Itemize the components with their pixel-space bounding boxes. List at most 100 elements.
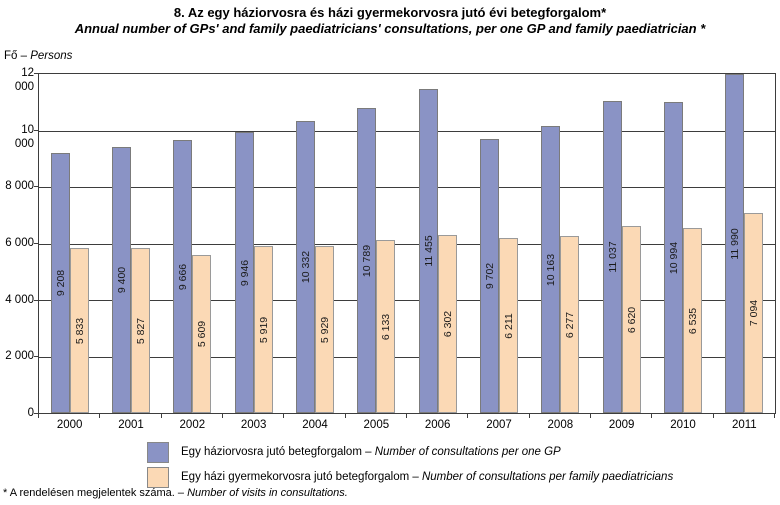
x-axis-year-label: 2003 xyxy=(240,419,267,431)
bar-consultations-per-gp: 9 208 xyxy=(51,153,70,413)
legend-swatch-paediatrician xyxy=(147,467,169,488)
y-axis-tick-mark xyxy=(34,356,38,357)
bar-value-label: 6 302 xyxy=(441,310,454,338)
y-axis-unit-prefix: Fő – xyxy=(4,50,31,62)
y-axis-tick-label: 8 000 xyxy=(5,180,34,192)
x-axis-year-label: 2002 xyxy=(179,419,206,431)
bar-value-label: 5 827 xyxy=(134,317,147,344)
chart-title-hu: 8. Az egy háziorvosra és házi gyermekorv… xyxy=(173,5,607,20)
x-axis-tick-mark xyxy=(38,413,39,418)
bar-value-label: 10 994 xyxy=(667,241,680,274)
bar-value-label: 6 133 xyxy=(379,313,392,340)
x-axis-tick-mark xyxy=(529,413,530,418)
footnote: * A rendelésen megjelentek száma. – Numb… xyxy=(3,487,348,499)
bar-value-label: 11 455 xyxy=(422,235,435,267)
bar-consultations-per-gp: 10 163 xyxy=(541,126,560,413)
chart-subtitle-en: Annual number of GPs' and family paediat… xyxy=(74,21,706,36)
bar-consultations-per-paediatrician: 6 620 xyxy=(622,226,641,413)
x-axis-year-label: 2006 xyxy=(424,419,451,431)
legend-label-paediatrician: Egy házi gyermekorvosra jutó betegforgal… xyxy=(181,471,673,483)
bar-value-label: 6 620 xyxy=(625,306,638,333)
x-axis-year-label: 2008 xyxy=(547,419,574,431)
bar-value-label: 9 702 xyxy=(483,262,496,290)
y-axis-tick-mark xyxy=(34,300,38,301)
legend-label-paediatrician-hu: Egy házi gyermekorvosra jutó betegforgal… xyxy=(181,471,422,483)
y-axis-tick-mark xyxy=(34,130,38,131)
bar-value-label: 9 946 xyxy=(238,259,251,286)
bar-consultations-per-paediatrician: 5 833 xyxy=(70,248,89,413)
footnote-en: Number of visits in consultations. xyxy=(187,487,348,499)
bar-consultations-per-paediatrician: 7 094 xyxy=(744,213,763,413)
x-axis-year-label: 2011 xyxy=(731,419,757,431)
bar-value-label: 9 208 xyxy=(54,269,67,297)
bar-value-label: 5 609 xyxy=(195,320,208,348)
x-axis-tick-mark xyxy=(99,413,100,418)
y-axis-tick-label: 2 000 xyxy=(5,350,34,362)
bar-value-label: 10 163 xyxy=(544,253,557,286)
y-axis-unit-label: Fő – Persons xyxy=(4,50,72,62)
bar-value-label: 6 277 xyxy=(563,311,576,338)
y-axis-tick-label: 6 000 xyxy=(5,237,34,249)
x-axis-year-label: 2001 xyxy=(118,419,144,431)
gridline xyxy=(39,357,775,358)
bar-consultations-per-gp: 9 666 xyxy=(173,140,192,413)
x-axis-year-label: 2010 xyxy=(670,419,696,431)
bar-value-label: 11 990 xyxy=(728,227,741,260)
bar-consultations-per-gp: 9 400 xyxy=(112,147,131,413)
x-axis-tick-mark xyxy=(283,413,284,418)
bar-value-label: 6 211 xyxy=(502,312,515,339)
legend-swatch-gp xyxy=(147,442,169,463)
x-axis-tick-mark xyxy=(222,413,223,418)
bar-consultations-per-gp: 11 990 xyxy=(725,74,744,413)
bar-consultations-per-paediatrician: 5 919 xyxy=(254,246,273,413)
bar-consultations-per-gp: 11 455 xyxy=(419,89,438,413)
y-axis-tick-label: 12 000 xyxy=(14,67,34,93)
x-axis-tick-mark xyxy=(713,413,714,418)
bar-value-label: 9 400 xyxy=(115,266,128,294)
bar-value-label: 5 833 xyxy=(73,317,86,344)
y-axis-tick-label: 0 xyxy=(27,407,34,419)
x-axis-year-label: 2005 xyxy=(363,419,390,431)
bar-value-label: 9 666 xyxy=(176,263,189,290)
bar-value-label: 5 919 xyxy=(257,316,270,343)
bar-consultations-per-paediatrician: 6 133 xyxy=(376,240,395,413)
bar-value-label: 6 535 xyxy=(686,307,699,334)
footnote-hu: * A rendelésen megjelentek száma. – xyxy=(3,487,188,499)
x-axis-tick-mark xyxy=(161,413,162,418)
legend-label-paediatrician-en: Number of consultations per family paedi… xyxy=(421,471,674,483)
bar-consultations-per-gp: 9 946 xyxy=(235,132,254,413)
bar-consultations-per-paediatrician: 6 211 xyxy=(499,238,518,413)
bar-consultations-per-paediatrician: 6 302 xyxy=(438,235,457,413)
x-axis-tick-mark xyxy=(467,413,468,418)
x-axis-tick-mark xyxy=(345,413,346,418)
bar-consultations-per-gp: 9 702 xyxy=(480,139,499,413)
bar-consultations-per-paediatrician: 6 277 xyxy=(560,236,579,413)
gridline xyxy=(39,187,775,188)
bar-consultations-per-gp: 11 037 xyxy=(603,101,622,413)
legend-label-gp-en: Number of consultations per one GP xyxy=(374,446,561,458)
bar-value-label: 11 037 xyxy=(606,241,619,273)
gridline xyxy=(39,300,775,301)
plot-area: 9 208 5 833 9 400 5 827 9 666 5 609 9 946 5 919… xyxy=(38,73,776,414)
x-axis-tick-mark xyxy=(774,413,775,418)
x-axis-year-label: 2009 xyxy=(608,419,635,431)
bar-value-label: 10 789 xyxy=(360,244,373,277)
x-axis-tick-mark xyxy=(406,413,407,418)
legend-label-gp: Egy háziorvosra jutó betegforgalom – Num… xyxy=(181,446,561,458)
x-axis-year-label: 2004 xyxy=(302,419,328,431)
y-axis-tick-mark xyxy=(34,186,38,187)
x-axis-year-label: 2007 xyxy=(486,419,512,431)
y-axis-tick-label: 10 000 xyxy=(14,124,34,150)
y-axis-unit-english: Persons xyxy=(30,50,73,62)
bar-consultations-per-gp: 10 789 xyxy=(357,108,376,413)
x-axis-tick-mark xyxy=(651,413,652,418)
gridline xyxy=(39,131,775,132)
x-axis-tick-mark xyxy=(590,413,591,418)
bar-value-label: 7 094 xyxy=(747,299,760,327)
y-axis-tick-mark xyxy=(34,73,38,74)
bar-consultations-per-paediatrician: 5 609 xyxy=(192,255,211,413)
y-axis-tick-mark xyxy=(34,243,38,244)
bar-consultations-per-paediatrician: 5 827 xyxy=(131,248,150,413)
x-axis-year-label: 2000 xyxy=(56,419,83,431)
